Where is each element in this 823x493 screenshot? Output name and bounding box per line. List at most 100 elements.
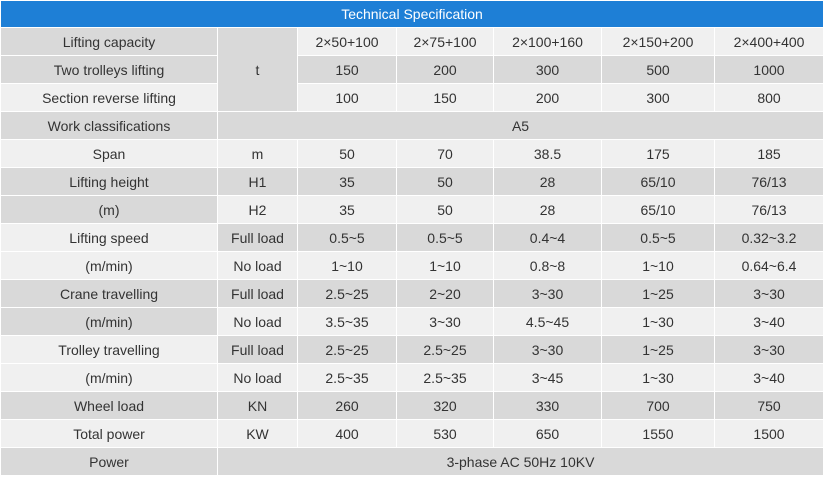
table-row: Lifting speed Full load 0.5~5 0.5~5 0.4~… [0,223,823,252]
value-cell: 2.5~35 [297,363,397,392]
value-cell: 2.5~25 [297,279,397,308]
value-cell: 530 [396,419,494,448]
value-cell: 2×100+160 [493,27,602,56]
value-cell: 400 [297,419,397,448]
table-row: (m/min) No load 2.5~35 2.5~35 3~45 1~30 … [0,363,823,392]
value-cell: 3.5~35 [297,307,397,336]
value-cell: 1~10 [297,251,397,280]
table-row: (m/min) No load 3.5~35 3~30 4.5~45 1~30 … [0,307,823,336]
table-row: Crane travelling Full load 2.5~25 2~20 3… [0,279,823,308]
table-row: Wheel load KN 260 320 330 700 750 [0,391,823,420]
value-cell: 35 [297,195,397,224]
row-label: Lifting speed [0,223,218,252]
table-row: Power 3-phase AC 50Hz 10KV [0,447,823,476]
row-label: Lifting capacity [0,27,218,56]
table-row: Total power KW 400 530 650 1550 1500 [0,419,823,448]
row-unit-label: (m/min) [0,251,218,280]
table-row: Span m 50 70 38.5 175 185 [0,139,823,168]
table-row: Section reverse lifting 100 150 200 300 … [0,83,823,112]
value-cell: 1000 [713,55,823,84]
value-cell: 0.5~5 [601,223,715,252]
row-label: Crane travelling [0,279,218,308]
value-cell: 320 [396,391,494,420]
value-cell: 3~30 [396,307,494,336]
value-cell: 28 [493,195,602,224]
row-unit-label: (m/min) [0,307,218,336]
value-cell: A5 [216,111,823,140]
value-cell: 2.5~35 [396,363,494,392]
value-cell: 500 [601,55,715,84]
value-cell: 3~30 [493,279,602,308]
table-row: (m/min) No load 1~10 1~10 0.8~8 1~10 0.6… [0,251,823,280]
value-cell: 1550 [601,419,715,448]
row-label: Trolley travelling [0,335,218,364]
value-cell: 330 [493,391,602,420]
value-cell: 3-phase AC 50Hz 10KV [216,447,823,476]
value-cell: 2×400+400 [713,27,823,56]
sub-label: Full load [217,335,298,364]
value-cell: 1~30 [601,363,715,392]
value-cell: 2×75+100 [396,27,494,56]
value-cell: 38.5 [493,139,602,168]
sub-label: Full load [217,279,298,308]
row-unit-label: (m) [0,195,218,224]
value-cell: 175 [601,139,715,168]
unit-cell: t [217,27,298,112]
value-cell: 1~10 [396,251,494,280]
value-cell: 0.32~3.2 [713,223,823,252]
value-cell: 650 [493,419,602,448]
table-row: (m) H2 35 50 28 65/10 76/13 [0,195,823,224]
value-cell: 200 [493,83,602,112]
row-label: Work classifications [0,111,218,140]
value-cell: 700 [601,391,715,420]
table-row: Lifting capacity t 2×50+100 2×75+100 2×1… [0,27,823,112]
value-cell: 150 [396,83,494,112]
value-cell: 800 [713,83,823,112]
value-cell: 35 [297,167,397,196]
value-cell: 3~30 [713,279,823,308]
unit-cell: KW [217,419,298,448]
value-cell: 2×50+100 [297,27,397,56]
value-cell: 750 [713,391,823,420]
value-cell: 300 [493,55,602,84]
value-cell: 0.5~5 [297,223,397,252]
value-cell: 185 [713,139,823,168]
value-cell: 76/13 [713,195,823,224]
row-label: Power [0,447,218,476]
sub-label: H1 [217,167,298,196]
sub-label: Full load [217,223,298,252]
unit-cell: m [217,139,298,168]
row-label: Wheel load [0,391,218,420]
value-cell: 200 [396,55,494,84]
row-label: Total power [0,419,218,448]
value-cell: 150 [297,55,397,84]
value-cell: 28 [493,167,602,196]
value-cell: 3~30 [713,335,823,364]
row-unit-label: (m/min) [0,363,218,392]
value-cell: 300 [601,83,715,112]
value-cell: 3~45 [493,363,602,392]
value-cell: 2.5~25 [396,335,494,364]
value-cell: 4.5~45 [493,307,602,336]
value-cell: 1~25 [601,279,715,308]
spec-table: Technical Specification Lifting capacity… [0,0,823,476]
row-label: Span [0,139,218,168]
value-cell: 3~40 [713,363,823,392]
value-cell: 1~10 [601,251,715,280]
value-cell: 50 [297,139,397,168]
sub-label: H2 [217,195,298,224]
value-cell: 1~30 [601,307,715,336]
row-label: Lifting height [0,167,218,196]
sub-label: No load [217,363,298,392]
value-cell: 1500 [713,419,823,448]
value-cell: 100 [297,83,397,112]
value-cell: 65/10 [601,167,715,196]
value-cell: 2~20 [396,279,494,308]
table-row: Trolley travelling Full load 2.5~25 2.5~… [0,335,823,364]
value-cell: 50 [396,195,494,224]
table-row: Work classifications A5 [0,111,823,140]
sub-label: No load [217,307,298,336]
value-cell: 0.8~8 [493,251,602,280]
unit-cell: KN [217,391,298,420]
value-cell: 76/13 [713,167,823,196]
